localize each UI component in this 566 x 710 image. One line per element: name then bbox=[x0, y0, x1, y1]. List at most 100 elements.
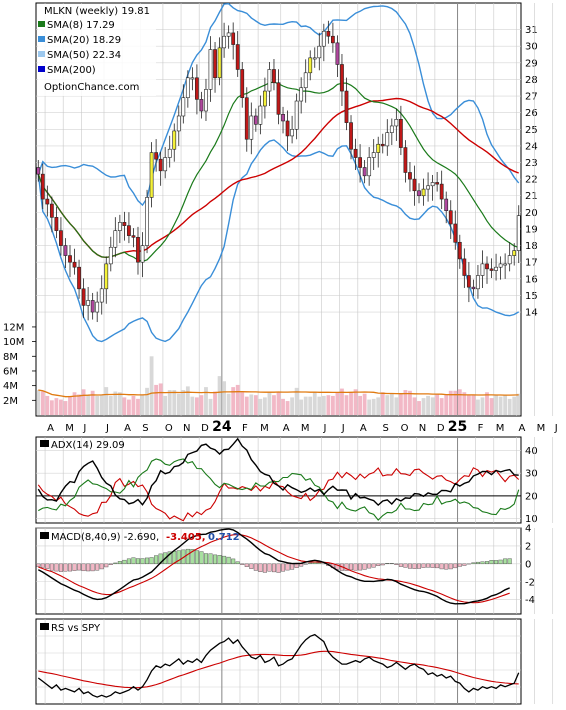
rs-panel-frame bbox=[36, 619, 521, 704]
macd-histogram-bar bbox=[458, 564, 462, 567]
macd-histogram-bar bbox=[64, 564, 68, 571]
macd-histogram-bar bbox=[186, 549, 190, 564]
volume-bar bbox=[127, 400, 131, 415]
volume-bar bbox=[417, 401, 421, 415]
volume-bar bbox=[59, 400, 63, 415]
price-candle bbox=[118, 222, 121, 230]
macd-histogram-bar bbox=[349, 564, 353, 570]
volume-bar bbox=[204, 387, 208, 415]
price-candle bbox=[340, 64, 343, 91]
macd-histogram-bar bbox=[367, 564, 371, 568]
volume-bar bbox=[326, 395, 330, 415]
macd-histogram-bar bbox=[46, 564, 50, 569]
macd-histogram-bar bbox=[204, 554, 208, 564]
price-tick-label: 25 bbox=[525, 125, 538, 136]
macd-histogram-bar bbox=[490, 560, 494, 564]
price-candle bbox=[422, 189, 425, 196]
price-candle bbox=[150, 153, 153, 198]
price-candle bbox=[96, 302, 99, 312]
price-candle bbox=[68, 256, 71, 263]
price-candle bbox=[431, 182, 434, 185]
volume-bar bbox=[345, 395, 349, 415]
price-tick-label: 15 bbox=[525, 291, 538, 302]
volume-bar bbox=[145, 388, 149, 415]
price-candle bbox=[408, 172, 411, 179]
price-candle bbox=[390, 126, 393, 133]
adx-title: ADX(14) 29.09 bbox=[51, 440, 125, 451]
macd-histogram-bar bbox=[317, 563, 321, 564]
macd-histogram-bar bbox=[123, 560, 127, 564]
macd-histogram-bar bbox=[95, 564, 99, 570]
price-candle bbox=[300, 88, 303, 101]
price-candle bbox=[159, 159, 162, 171]
volume-bar bbox=[36, 390, 40, 415]
x-tick-label: O bbox=[165, 423, 173, 434]
macd-histogram-bar bbox=[290, 564, 294, 570]
price-candle bbox=[399, 119, 402, 147]
price-candle bbox=[155, 153, 158, 160]
price-candle bbox=[87, 300, 90, 305]
macd-histogram-bar bbox=[36, 564, 40, 567]
macd-histogram-bar bbox=[100, 564, 104, 569]
price-candle bbox=[250, 116, 253, 139]
macd-histogram-bar bbox=[154, 556, 158, 564]
macd-histogram-bar bbox=[444, 564, 448, 569]
price-candle bbox=[322, 31, 325, 46]
price-candle bbox=[436, 182, 439, 184]
volume-bar bbox=[54, 398, 58, 415]
volume-tick-label: 8M bbox=[3, 352, 18, 363]
macd-histogram-bar bbox=[55, 564, 59, 571]
macd-histogram-bar bbox=[299, 564, 303, 566]
adx-tick-label: 20 bbox=[525, 491, 538, 502]
macd-histogram-bar bbox=[399, 564, 403, 567]
macd-histogram-bar bbox=[259, 564, 263, 572]
price-candle bbox=[272, 69, 275, 82]
macd-histogram-bar bbox=[104, 564, 108, 567]
x-tick-label: S bbox=[142, 423, 148, 434]
price-candle bbox=[426, 186, 429, 189]
price-tick-label: 21 bbox=[525, 191, 538, 202]
volume-tick-value: 10 bbox=[3, 337, 16, 348]
macd-histogram-bar bbox=[82, 564, 86, 571]
price-candle bbox=[463, 259, 466, 276]
macd-histogram-bar bbox=[263, 564, 267, 573]
price-candle bbox=[168, 149, 171, 157]
price-tick-label: 30 bbox=[525, 42, 538, 53]
price-candle bbox=[37, 168, 40, 175]
price-candle bbox=[359, 158, 362, 168]
volume-bar bbox=[186, 386, 190, 415]
adx-tick-label: 40 bbox=[525, 446, 538, 457]
volume-bar bbox=[272, 395, 276, 415]
macd-histogram-bar bbox=[114, 563, 118, 564]
macd-histogram-bar bbox=[463, 564, 467, 566]
price-candle bbox=[200, 99, 203, 111]
macd-histogram-bar bbox=[222, 556, 226, 564]
volume-bar bbox=[200, 395, 204, 415]
volume-bar bbox=[177, 394, 181, 415]
price-candle bbox=[259, 106, 262, 124]
volume-bar bbox=[336, 393, 340, 415]
price-candle bbox=[50, 204, 53, 217]
macd-histogram-bar bbox=[413, 564, 417, 569]
price-candle bbox=[313, 58, 316, 59]
price-candle bbox=[309, 58, 312, 73]
legend-swatch bbox=[38, 51, 45, 57]
macd-histogram-bar bbox=[431, 564, 435, 568]
volume-bar bbox=[376, 397, 380, 415]
macd-histogram-bar bbox=[440, 564, 444, 569]
macd-histogram-bar bbox=[358, 564, 362, 570]
macd-histogram-bar bbox=[277, 564, 281, 573]
price-candle bbox=[64, 246, 67, 256]
price-candle bbox=[186, 78, 189, 98]
price-candle bbox=[445, 199, 448, 211]
price-tick-label: 17 bbox=[525, 258, 538, 269]
volume-bar bbox=[431, 397, 435, 415]
volume-bar bbox=[458, 389, 462, 415]
legend-swatch bbox=[38, 36, 45, 42]
price-candle bbox=[127, 226, 130, 236]
volume-bar bbox=[64, 401, 68, 415]
x-tick-label: M bbox=[301, 423, 310, 434]
macd-histogram-bar bbox=[435, 564, 439, 568]
